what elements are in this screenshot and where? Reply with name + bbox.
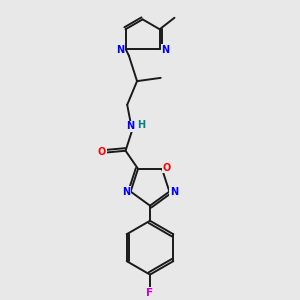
Text: N: N xyxy=(122,187,130,196)
Text: N: N xyxy=(170,187,178,196)
Text: O: O xyxy=(98,147,106,158)
Text: F: F xyxy=(146,288,154,298)
Text: N: N xyxy=(116,45,124,55)
Text: H: H xyxy=(137,120,146,130)
Text: N: N xyxy=(126,121,134,131)
Text: N: N xyxy=(161,45,169,55)
Text: O: O xyxy=(162,163,171,173)
